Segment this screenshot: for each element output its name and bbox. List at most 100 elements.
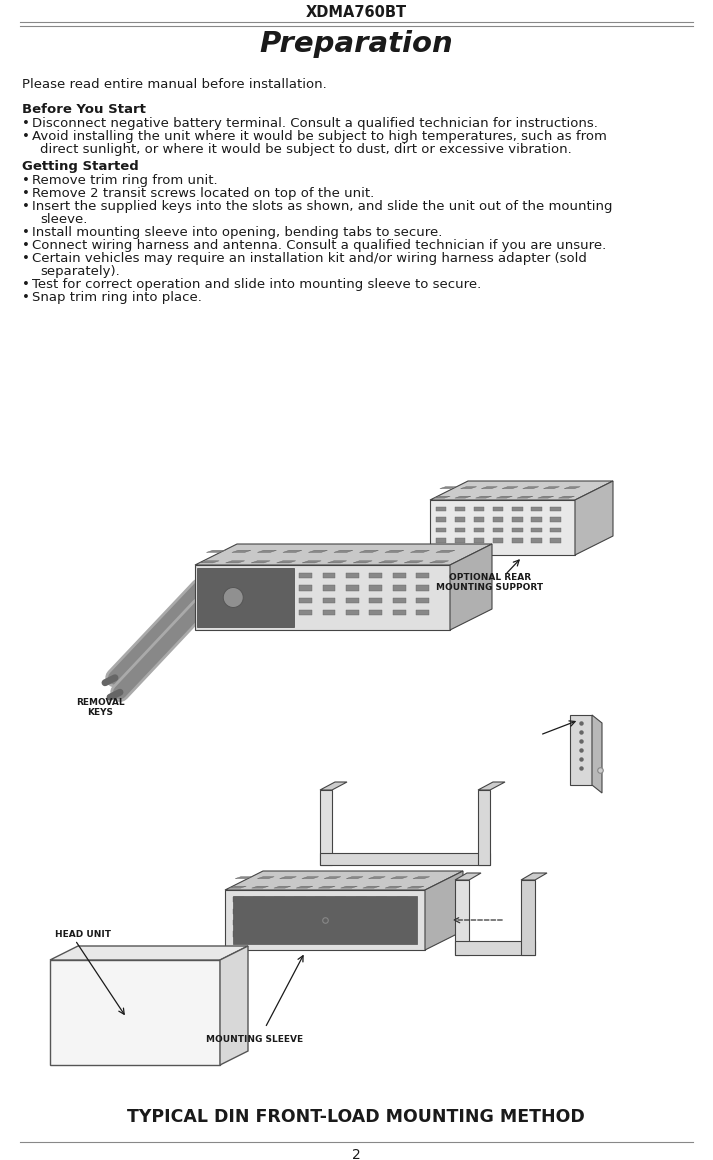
Text: REMOVAL
KEYS: REMOVAL KEYS <box>76 698 124 717</box>
Polygon shape <box>564 487 580 488</box>
Text: Remove 2 transit screws located on top of the unit.: Remove 2 transit screws located on top o… <box>32 187 374 200</box>
Bar <box>416 573 429 579</box>
Bar <box>393 573 406 579</box>
Circle shape <box>223 587 243 608</box>
Bar <box>550 528 560 532</box>
Polygon shape <box>363 886 379 889</box>
Bar <box>369 610 382 616</box>
Bar <box>205 573 218 579</box>
Bar <box>474 507 484 512</box>
Bar <box>322 610 335 616</box>
Bar <box>396 931 408 936</box>
Bar <box>229 610 242 616</box>
Polygon shape <box>277 560 296 563</box>
Polygon shape <box>538 496 554 498</box>
Polygon shape <box>195 565 450 630</box>
Bar <box>369 597 382 603</box>
Text: Remove trim ring from unit.: Remove trim ring from unit. <box>32 174 217 187</box>
Text: •: • <box>22 239 30 252</box>
Bar <box>346 597 359 603</box>
Polygon shape <box>481 487 498 488</box>
Bar <box>335 931 347 936</box>
Polygon shape <box>302 560 321 563</box>
Polygon shape <box>309 550 327 552</box>
Bar <box>205 597 218 603</box>
Bar <box>455 941 535 955</box>
Polygon shape <box>404 560 423 563</box>
Polygon shape <box>379 560 398 563</box>
Bar <box>512 517 523 522</box>
Bar <box>314 920 326 926</box>
Bar <box>253 931 265 936</box>
Bar <box>436 507 446 512</box>
Polygon shape <box>279 877 297 878</box>
Text: Snap trim ring into place.: Snap trim ring into place. <box>32 291 202 304</box>
Bar <box>252 610 265 616</box>
Bar <box>416 597 429 603</box>
Polygon shape <box>575 481 613 554</box>
Text: separately).: separately). <box>40 264 120 278</box>
Polygon shape <box>413 877 430 878</box>
Polygon shape <box>353 560 372 563</box>
Polygon shape <box>543 487 560 488</box>
Polygon shape <box>411 550 429 552</box>
Bar <box>455 880 469 955</box>
Bar <box>299 573 312 579</box>
Bar <box>274 908 285 914</box>
Bar <box>335 920 347 926</box>
Bar <box>314 897 326 902</box>
Polygon shape <box>502 487 518 488</box>
Polygon shape <box>225 890 425 950</box>
Bar <box>493 507 503 512</box>
Text: Avoid installing the unit where it would be subject to high temperatures, such a: Avoid installing the unit where it would… <box>32 130 607 143</box>
Bar <box>396 897 408 902</box>
Text: •: • <box>22 130 30 143</box>
Polygon shape <box>220 947 248 1065</box>
Bar <box>346 610 359 616</box>
Bar <box>197 568 294 628</box>
Polygon shape <box>430 500 575 554</box>
Polygon shape <box>455 873 481 880</box>
Bar <box>455 517 466 522</box>
Polygon shape <box>225 871 463 890</box>
Polygon shape <box>274 886 291 889</box>
Bar <box>416 585 429 590</box>
Bar <box>376 920 387 926</box>
Bar <box>299 610 312 616</box>
Bar <box>252 585 265 590</box>
Bar <box>570 715 592 785</box>
Bar <box>276 585 289 590</box>
Bar <box>376 897 387 902</box>
Polygon shape <box>517 496 533 498</box>
Polygon shape <box>341 886 357 889</box>
Bar <box>436 517 446 522</box>
Bar <box>335 908 347 914</box>
Bar <box>493 528 503 532</box>
Polygon shape <box>521 873 547 880</box>
Text: Please read entire manual before installation.: Please read entire manual before install… <box>22 78 327 90</box>
Bar <box>356 908 367 914</box>
Bar <box>531 528 542 532</box>
Bar <box>253 897 265 902</box>
Bar <box>294 920 306 926</box>
Bar <box>276 597 289 603</box>
Bar <box>512 528 523 532</box>
Bar <box>314 931 326 936</box>
Polygon shape <box>450 544 492 630</box>
Polygon shape <box>440 487 456 488</box>
Polygon shape <box>436 550 455 552</box>
Text: Insert the supplied keys into the slots as shown, and slide the unit out of the : Insert the supplied keys into the slots … <box>32 200 612 213</box>
Polygon shape <box>195 544 492 565</box>
Polygon shape <box>430 481 613 500</box>
Bar <box>376 908 387 914</box>
Text: MOUNTING SLEEVE: MOUNTING SLEEVE <box>207 1035 304 1044</box>
Bar <box>550 538 560 543</box>
Bar <box>294 908 306 914</box>
Bar <box>322 573 335 579</box>
Bar <box>276 573 289 579</box>
Polygon shape <box>318 886 335 889</box>
Bar <box>294 897 306 902</box>
Polygon shape <box>230 886 246 889</box>
Polygon shape <box>302 877 319 878</box>
Text: •: • <box>22 117 30 130</box>
